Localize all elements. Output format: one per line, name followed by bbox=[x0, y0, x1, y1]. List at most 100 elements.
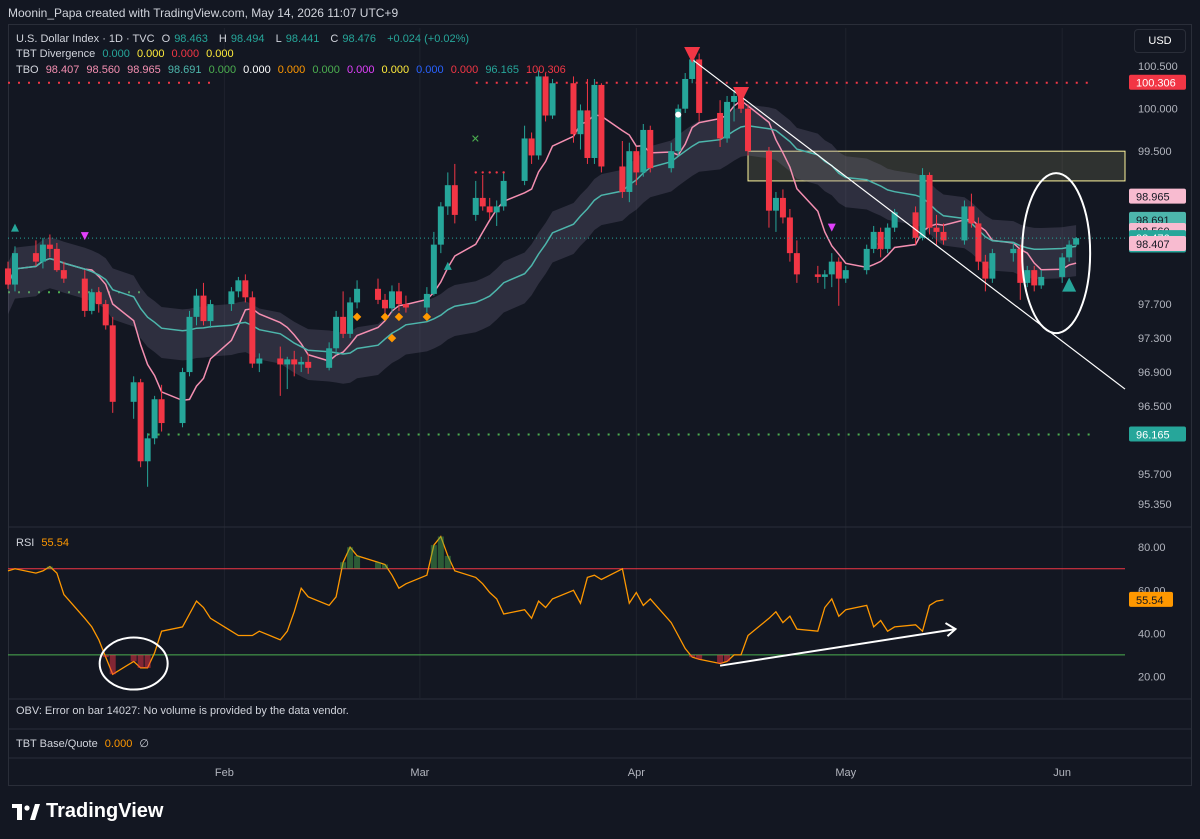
currency-button[interactable]: USD bbox=[1134, 29, 1186, 53]
candle[interactable] bbox=[912, 206, 919, 245]
candle[interactable] bbox=[500, 172, 507, 211]
candle[interactable] bbox=[179, 367, 186, 428]
candle[interactable] bbox=[772, 191, 779, 232]
candle[interactable] bbox=[39, 237, 46, 269]
candle[interactable] bbox=[926, 172, 933, 235]
candle[interactable] bbox=[1010, 242, 1017, 262]
candle[interactable] bbox=[437, 202, 444, 254]
candle[interactable] bbox=[870, 225, 877, 254]
candle[interactable] bbox=[1066, 240, 1073, 262]
candle[interactable] bbox=[633, 146, 640, 186]
candle[interactable] bbox=[402, 295, 409, 313]
candle[interactable] bbox=[375, 278, 382, 305]
candle[interactable] bbox=[249, 291, 256, 368]
candle[interactable] bbox=[242, 274, 249, 303]
candle[interactable] bbox=[1031, 265, 1038, 292]
candle[interactable] bbox=[340, 291, 347, 339]
candle[interactable] bbox=[60, 261, 67, 283]
candle[interactable] bbox=[619, 140, 626, 198]
candle[interactable] bbox=[137, 378, 144, 468]
candle[interactable] bbox=[940, 223, 947, 245]
candle[interactable] bbox=[724, 95, 731, 143]
candle[interactable] bbox=[717, 100, 724, 147]
candle[interactable] bbox=[444, 172, 451, 215]
candle[interactable] bbox=[682, 73, 689, 113]
candle[interactable] bbox=[863, 244, 870, 275]
candle[interactable] bbox=[326, 342, 333, 371]
candle[interactable] bbox=[486, 197, 493, 220]
candle[interactable] bbox=[102, 299, 109, 330]
candle[interactable] bbox=[591, 78, 598, 164]
candle[interactable] bbox=[32, 240, 39, 266]
candle[interactable] bbox=[130, 376, 137, 419]
candle[interactable] bbox=[228, 287, 235, 311]
candle[interactable] bbox=[933, 214, 940, 245]
candle[interactable] bbox=[479, 174, 486, 211]
candle[interactable] bbox=[109, 316, 116, 413]
candle[interactable] bbox=[395, 282, 402, 311]
candle[interactable] bbox=[235, 276, 242, 298]
candle[interactable] bbox=[1024, 265, 1031, 288]
candle[interactable] bbox=[193, 288, 200, 326]
candle[interactable] bbox=[144, 433, 151, 487]
candle[interactable] bbox=[381, 293, 388, 315]
candle[interactable] bbox=[786, 208, 793, 262]
candle[interactable] bbox=[291, 350, 298, 377]
candle[interactable] bbox=[793, 240, 800, 283]
candle[interactable] bbox=[46, 234, 53, 258]
candle[interactable] bbox=[745, 104, 752, 156]
candle[interactable] bbox=[256, 353, 263, 373]
candle[interactable] bbox=[919, 168, 926, 241]
candle[interactable] bbox=[598, 83, 605, 173]
candle[interactable] bbox=[298, 356, 305, 373]
tradingview-logo[interactable]: TradingView bbox=[12, 800, 163, 823]
candle[interactable] bbox=[451, 163, 458, 224]
candle[interactable] bbox=[88, 288, 95, 315]
candle[interactable] bbox=[11, 246, 18, 292]
candle[interactable] bbox=[186, 310, 193, 377]
candle[interactable] bbox=[884, 223, 891, 254]
candle[interactable] bbox=[891, 208, 898, 232]
candle[interactable] bbox=[158, 384, 165, 432]
candle[interactable] bbox=[577, 104, 584, 150]
candle[interactable] bbox=[584, 78, 591, 164]
candle[interactable] bbox=[542, 73, 549, 122]
candle[interactable] bbox=[968, 193, 975, 228]
candle[interactable] bbox=[95, 287, 102, 313]
candle[interactable] bbox=[423, 287, 430, 313]
candle[interactable] bbox=[535, 70, 542, 160]
candle[interactable] bbox=[1038, 270, 1045, 289]
candle[interactable] bbox=[1017, 244, 1024, 300]
candle[interactable] bbox=[626, 142, 633, 203]
candle[interactable] bbox=[472, 180, 479, 221]
candle[interactable] bbox=[814, 265, 821, 283]
candle[interactable] bbox=[151, 395, 158, 445]
candle[interactable] bbox=[877, 227, 884, 258]
candle[interactable] bbox=[835, 257, 842, 306]
candle[interactable] bbox=[989, 248, 996, 283]
candle[interactable] bbox=[521, 125, 528, 186]
candle[interactable] bbox=[430, 231, 437, 296]
candle[interactable] bbox=[821, 270, 828, 289]
candle[interactable] bbox=[388, 285, 395, 313]
candle[interactable] bbox=[731, 90, 738, 122]
candle[interactable] bbox=[549, 78, 556, 119]
candle[interactable] bbox=[284, 356, 291, 390]
candle[interactable] bbox=[1059, 253, 1066, 283]
candle[interactable] bbox=[975, 217, 982, 271]
candle[interactable] bbox=[333, 310, 340, 356]
candle[interactable] bbox=[961, 200, 968, 245]
candle[interactable] bbox=[842, 265, 849, 283]
candle[interactable] bbox=[668, 142, 675, 173]
candle[interactable] bbox=[779, 189, 786, 224]
candle[interactable] bbox=[493, 200, 500, 226]
candle[interactable] bbox=[828, 253, 835, 288]
candle[interactable] bbox=[640, 124, 647, 177]
candle[interactable] bbox=[305, 353, 312, 374]
candle[interactable] bbox=[5, 261, 11, 289]
candle[interactable] bbox=[570, 76, 577, 143]
candle[interactable] bbox=[200, 282, 207, 326]
candle[interactable] bbox=[765, 146, 772, 228]
candle[interactable] bbox=[277, 346, 284, 396]
